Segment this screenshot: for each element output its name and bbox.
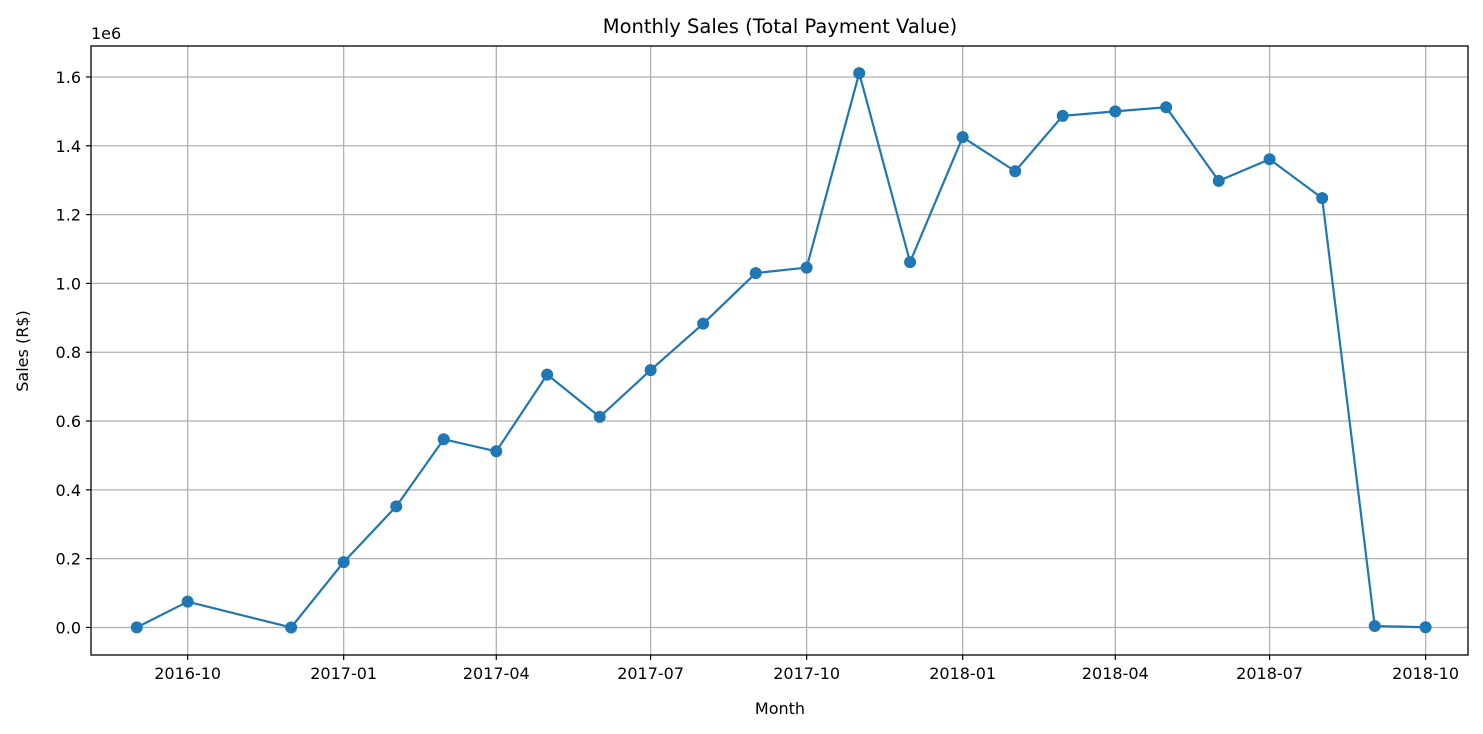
data-point xyxy=(181,595,194,608)
data-point xyxy=(644,364,657,377)
series-layer xyxy=(130,67,1432,634)
data-point xyxy=(853,67,866,80)
y-tick-label: 0.4 xyxy=(56,481,81,500)
y-axis-label: Sales (R$) xyxy=(13,310,32,391)
data-point xyxy=(1212,174,1225,187)
data-point xyxy=(337,556,350,569)
data-point xyxy=(1160,101,1173,114)
data-point xyxy=(285,621,298,634)
data-point xyxy=(1263,153,1276,166)
x-axis-ticks: 2016-10 2017-01 2017-04 2017-07 2017-10 2018-… xyxy=(154,655,1459,683)
x-tick-label: 2017-07 xyxy=(617,664,684,683)
x-axis-label: Month xyxy=(755,699,805,718)
data-point xyxy=(697,317,710,330)
data-point xyxy=(904,256,917,269)
data-point xyxy=(490,445,503,458)
x-tick-label: 2017-10 xyxy=(773,664,840,683)
data-point xyxy=(749,267,762,280)
x-tick-label: 2018-07 xyxy=(1236,664,1303,683)
data-point xyxy=(1109,105,1122,118)
y-offset-label: 1e6 xyxy=(91,24,121,43)
data-point xyxy=(541,368,554,381)
y-tick-label: 0.6 xyxy=(56,412,81,431)
data-point xyxy=(1009,165,1022,178)
data-point xyxy=(1056,109,1069,122)
y-tick-label: 1.0 xyxy=(56,274,81,293)
x-tick-label: 2018-01 xyxy=(929,664,996,683)
y-tick-label: 0.8 xyxy=(56,343,81,362)
x-tick-label: 2016-10 xyxy=(154,664,221,683)
plot-frame xyxy=(90,45,1469,656)
x-grid xyxy=(187,46,1427,655)
y-tick-label: 1.2 xyxy=(56,206,81,225)
data-point xyxy=(956,131,969,144)
data-point xyxy=(1316,192,1329,205)
x-tick-label: 2018-04 xyxy=(1082,664,1149,683)
data-point xyxy=(593,410,606,423)
chart-title: Monthly Sales (Total Payment Value) xyxy=(603,15,957,38)
y-tick-label: 1.4 xyxy=(56,137,81,156)
x-tick-label: 2018-10 xyxy=(1392,664,1459,683)
data-point xyxy=(390,500,403,513)
y-tick-label: 0.2 xyxy=(56,550,81,569)
y-grid xyxy=(91,76,1468,629)
x-tick-label: 2017-01 xyxy=(310,664,377,683)
y-tick-label: 0.0 xyxy=(56,618,81,637)
y-axis-ticks: 0.0 0.2 0.4 0.6 0.8 1.0 1.2 1.4 1.6 xyxy=(56,68,91,637)
y-tick-label: 1.6 xyxy=(56,68,81,87)
data-point xyxy=(130,621,143,634)
data-point xyxy=(1419,621,1432,634)
data-point xyxy=(800,261,813,274)
data-point xyxy=(437,433,450,446)
data-point xyxy=(1368,619,1381,632)
x-tick-label: 2017-04 xyxy=(463,664,530,683)
